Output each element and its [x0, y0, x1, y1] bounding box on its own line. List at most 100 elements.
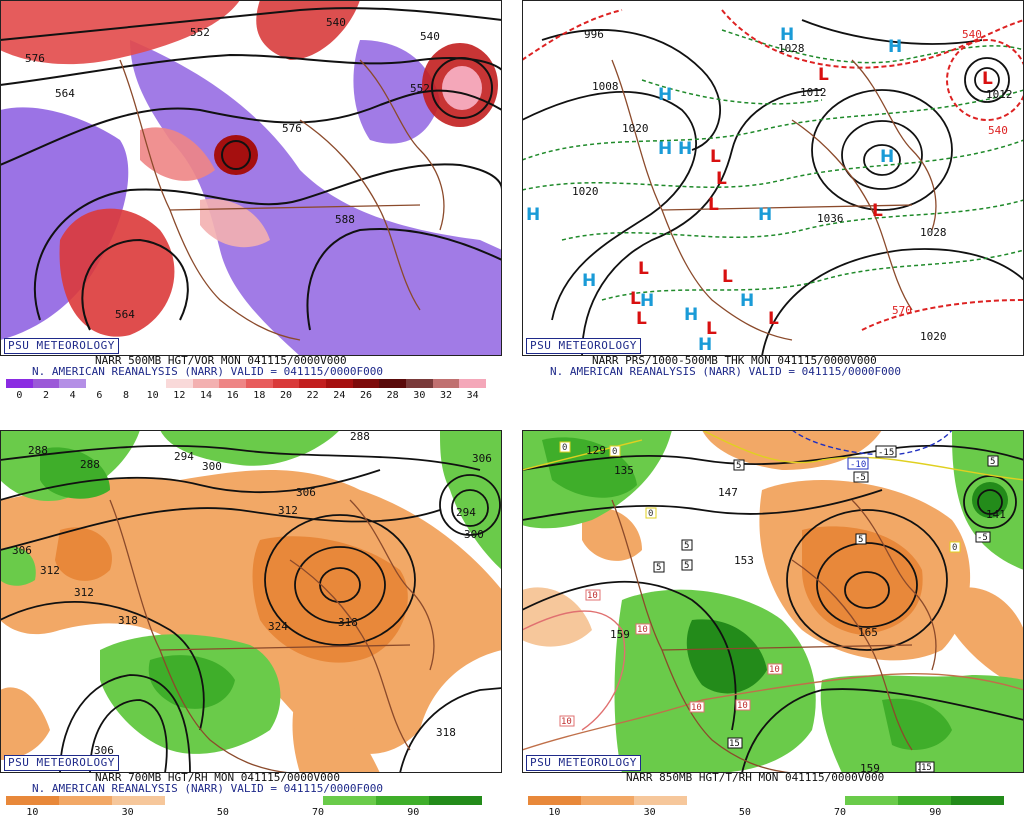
- height-label: 318: [118, 614, 138, 627]
- svg-text:L: L: [818, 65, 829, 85]
- caption-line-2: N. AMERICAN REANALYSIS (NARR) VALID = 04…: [32, 782, 383, 795]
- colorbar-tick-label: 20: [279, 390, 293, 401]
- colorbar-swatch: [898, 796, 952, 805]
- height-label: 306: [12, 544, 32, 557]
- colorbar-swatch: [299, 379, 327, 388]
- rh-colorbar: [6, 796, 483, 805]
- temp-label: 5: [653, 561, 665, 573]
- credit-label: PSU METEOROLOGY: [4, 338, 119, 354]
- colorbar-swatch: [166, 379, 193, 388]
- height-label: 159: [860, 762, 880, 773]
- pressure-label: 1028: [920, 226, 947, 239]
- colorbar-tick-label: 12: [173, 390, 186, 401]
- svg-text:0: 0: [952, 543, 957, 553]
- map-frame: [0, 0, 502, 356]
- colorbar-swatch: [792, 796, 846, 805]
- height-labels: 288 288 294 300 306 306 312 312 312 318 …: [12, 430, 492, 757]
- temp-label: 10: [559, 715, 575, 727]
- svg-text:H: H: [640, 291, 654, 311]
- height-label: 540: [420, 30, 440, 43]
- colorbar-swatch: [219, 379, 247, 388]
- svg-text:5: 5: [656, 563, 661, 573]
- credit-label: PSU METEOROLOGY: [526, 755, 641, 771]
- height-label: 300: [202, 460, 222, 473]
- colorbar-tick-label: 70: [312, 807, 325, 818]
- colorbar-swatch: [686, 796, 740, 805]
- colorbar-swatch: [139, 379, 167, 388]
- height-label: 288: [350, 430, 370, 443]
- temp-label: 5: [733, 459, 745, 471]
- colorbar-swatch: [352, 379, 380, 388]
- colorbar-swatch: [6, 379, 33, 388]
- height-label: 318: [436, 726, 456, 739]
- temp-label: 5: [681, 559, 693, 571]
- colorbar-tick-label: 10: [146, 390, 159, 401]
- svg-text:15: 15: [921, 763, 932, 773]
- temp-label: 5: [987, 455, 999, 467]
- colorbar-tick-label: 30: [413, 390, 426, 401]
- colorbar-tick-label: 2: [42, 390, 50, 401]
- height-label: 564: [55, 87, 75, 100]
- caption-line-1: NARR 700MB HGT/RH MON 041115/0000V000: [95, 771, 341, 784]
- colorbar-tick-label: 28: [386, 390, 399, 401]
- svg-text:L: L: [722, 267, 733, 287]
- temp-label: -5: [853, 471, 869, 483]
- colorbar-tick-label: 30: [643, 807, 656, 818]
- colorbar-swatch: [217, 796, 271, 805]
- colorbar-swatch: [270, 796, 324, 805]
- svg-text:L: L: [982, 69, 993, 89]
- svg-text:H: H: [678, 139, 692, 159]
- svg-text:5: 5: [684, 561, 689, 571]
- svg-text:10: 10: [691, 703, 702, 713]
- colorbar-tick-label: 24: [333, 390, 346, 401]
- svg-text:-5: -5: [977, 533, 988, 543]
- pressure-label: 1012: [800, 86, 827, 99]
- pressure-label: 1028: [778, 42, 805, 55]
- colorbar-swatch: [429, 796, 483, 805]
- colorbar-tick-label: 8: [122, 390, 130, 401]
- colorbar-tick-label: 32: [439, 390, 453, 401]
- temp-label: 10: [735, 699, 751, 711]
- svg-text:5: 5: [990, 457, 995, 467]
- svg-text:10: 10: [561, 717, 572, 727]
- svg-text:5: 5: [736, 461, 741, 471]
- panel-700mb-rh: 288 288 294 300 306 306 312 312 312 318 …: [0, 430, 502, 819]
- svg-text:H: H: [684, 305, 698, 325]
- svg-text:H: H: [780, 25, 794, 45]
- colorbar-tick-label: 16: [226, 390, 239, 401]
- svg-text:L: L: [708, 195, 719, 215]
- colorbar-swatch: [376, 796, 430, 805]
- height-label: 159: [610, 628, 630, 641]
- colorbar-swatch: [58, 796, 112, 805]
- temp-label: 10: [689, 701, 705, 713]
- colorbar-tick-label: 26: [359, 390, 373, 401]
- svg-text:H: H: [880, 147, 894, 167]
- height-label: 312: [40, 564, 60, 577]
- svg-text:H: H: [658, 85, 672, 105]
- panel-500mb-vorticity: 540 552 564 576 588 564 540 552 576 PSU …: [0, 0, 502, 402]
- height-label: 153: [734, 554, 754, 567]
- colorbar-swatch: [580, 796, 634, 805]
- panel-850mb-temp-rh: 147 153 159 165 141 159 129 135 0 0 0 5 …: [522, 430, 1024, 819]
- colorbar-swatch: [246, 379, 273, 388]
- pressure-map: 996 1008 1020 1020 1028 1036 1028 1020 1…: [522, 0, 1024, 356]
- colorbar-tick-label: 70: [834, 807, 847, 818]
- temp-label: 0: [645, 507, 657, 519]
- colorbar-swatch: [459, 379, 487, 388]
- colorbar-tick-label: 14: [199, 390, 213, 401]
- svg-text:15: 15: [729, 739, 740, 749]
- height-label: 141: [986, 508, 1006, 521]
- height-label: 306: [94, 744, 114, 757]
- temp-label: 5: [681, 539, 693, 551]
- svg-text:0: 0: [648, 509, 653, 519]
- caption-line-2: N. AMERICAN REANALYSIS (NARR) VALID = 04…: [550, 365, 901, 378]
- svg-text:0: 0: [562, 443, 567, 453]
- vorticity-colorbar: [6, 379, 487, 388]
- pressure-label: 1036: [817, 212, 844, 225]
- colorbar-swatch: [406, 379, 433, 388]
- colorbar-swatch: [951, 796, 1005, 805]
- colorbar-swatch: [32, 379, 60, 388]
- pressure-label: 1020: [920, 330, 947, 343]
- rh-colorbar: [528, 796, 1005, 805]
- colorbar-tick-label: 34: [466, 390, 479, 401]
